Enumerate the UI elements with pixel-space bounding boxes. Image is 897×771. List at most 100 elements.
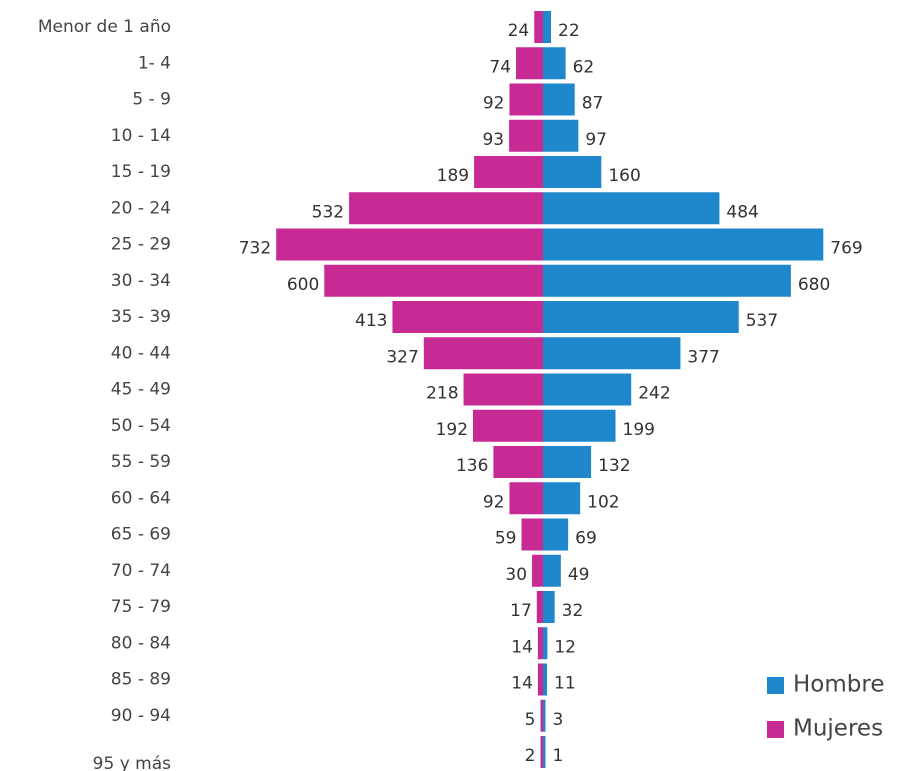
value-label-mujeres: 92 [483,94,505,114]
value-label-hombre: 1 [553,746,564,766]
bar-hombre [543,554,561,587]
value-label-hombre: 102 [587,492,619,512]
bar-mujeres [540,699,543,732]
category-label: 30 - 34 [111,271,171,291]
category-label: 25 - 29 [111,235,171,255]
category-label: 55 - 59 [111,452,171,472]
bar-mujeres [463,373,543,406]
value-label-hombre: 32 [562,601,584,621]
value-label-mujeres: 24 [508,21,530,41]
value-label-hombre: 242 [638,384,670,404]
bar-mujeres [509,119,543,152]
bar-mujeres [537,627,543,660]
value-label-hombre: 377 [687,347,719,367]
legend-label: Mujeres [793,716,883,742]
value-label-mujeres: 74 [489,57,511,77]
bar-mujeres [473,409,543,442]
bar-hombre [543,119,579,152]
category-label: 35 - 39 [111,307,171,327]
category-label: 20 - 24 [111,198,171,218]
category-label: 40 - 44 [111,343,171,363]
bar-mujeres [540,736,543,768]
category-label: 60 - 64 [111,488,171,508]
category-label: 70 - 74 [111,561,171,581]
value-label-hombre: 769 [830,239,862,259]
bar-mujeres [536,591,543,623]
category-label: 90 - 94 [111,706,171,726]
value-label-mujeres: 532 [312,202,344,222]
value-label-hombre: 132 [598,456,630,476]
category-label: 15 - 19 [111,162,171,182]
value-label-mujeres: 413 [355,311,387,331]
value-label-mujeres: 218 [426,384,458,404]
value-label-mujeres: 2 [525,746,536,766]
value-label-hombre: 537 [746,311,778,331]
legend-label: Hombre [793,672,884,698]
bar-hombre [543,156,602,188]
value-label-hombre: 97 [585,130,607,150]
category-label: 95 y más [93,754,171,771]
bar-hombre [543,301,739,333]
bar-mujeres [516,47,543,80]
value-label-mujeres: 189 [437,166,469,186]
value-label-mujeres: 93 [482,130,504,150]
bar-hombre [543,373,632,406]
bars [276,11,824,768]
bar-mujeres [534,11,543,43]
value-label-hombre: 87 [582,94,604,114]
bar-mujeres [521,518,543,551]
bar-hombre [543,627,548,660]
bar-mujeres [493,446,543,478]
bar-mujeres [392,301,543,333]
bar-mujeres [324,264,543,297]
bar-mujeres [532,554,543,587]
legend: Hombre Mujeres [767,672,884,742]
value-label-mujeres: 92 [483,492,505,512]
value-label-mujeres: 5 [525,710,536,730]
value-label-mujeres: 327 [386,347,418,367]
value-label-hombre: 680 [798,275,830,295]
bar-mujeres [474,156,543,188]
category-label: Menor de 1 año [38,17,171,37]
category-label: 1- 4 [138,53,171,73]
bar-mujeres [423,337,543,370]
bar-hombre [543,264,791,297]
bar-hombre [543,83,575,116]
value-label-mujeres: 600 [287,275,319,295]
bar-hombre [543,518,569,551]
value-label-mujeres: 17 [510,601,532,621]
category-axis: Menor de 1 año 1- 4 5 - 9 10 - 14 15 - 19 20 … [38,17,171,771]
value-label-mujeres: 59 [495,529,517,549]
value-label-hombre: 62 [573,57,595,77]
bar-hombre [543,11,552,43]
bar-hombre [543,736,546,768]
bar-hombre [543,409,616,442]
bar-hombre [543,192,720,225]
value-label-hombre: 49 [568,565,590,585]
value-label-hombre: 199 [623,420,655,440]
value-label-hombre: 69 [575,529,597,549]
bar-hombre [543,446,592,478]
category-label: 45 - 49 [111,380,171,400]
bar-hombre [543,663,548,696]
bar-hombre [543,228,824,261]
value-label-hombre: 3 [553,710,564,730]
value-label-hombre: 12 [554,637,576,657]
value-label-mujeres: 14 [511,674,533,694]
value-label-hombre: 22 [558,21,580,41]
bar-hombre [543,47,566,80]
category-label: 85 - 89 [111,670,171,690]
value-label-mujeres: 192 [436,420,468,440]
category-label: 75 - 79 [111,597,171,617]
value-label-mujeres: 14 [511,637,533,657]
value-label-hombre: 484 [726,202,758,222]
value-label-hombre: 160 [608,166,640,186]
bar-mujeres [276,228,543,261]
value-label-mujeres: 136 [456,456,488,476]
category-label: 80 - 84 [111,633,171,653]
legend-swatch [767,721,784,738]
bar-hombre [543,591,555,623]
legend-swatch [767,677,784,694]
